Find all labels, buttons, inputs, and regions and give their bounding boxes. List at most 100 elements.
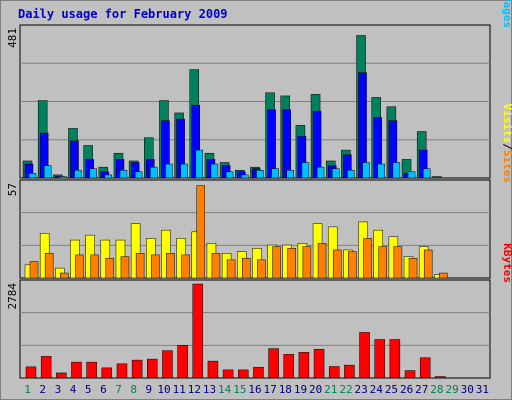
pages-bar bbox=[286, 170, 294, 179]
kbytes-bar bbox=[374, 339, 385, 379]
sites-bar bbox=[348, 251, 357, 279]
sites-bar bbox=[105, 257, 115, 279]
sites-bar bbox=[317, 243, 327, 279]
y-max-label: 2784 bbox=[6, 283, 19, 310]
day-label: 11 bbox=[173, 383, 186, 396]
day-label: 15 bbox=[233, 383, 246, 396]
sites-bar bbox=[257, 259, 266, 279]
day-label: 28 bbox=[430, 383, 443, 396]
sites-bar bbox=[242, 257, 251, 279]
pages-bar bbox=[89, 168, 97, 179]
kbytes-bar bbox=[147, 358, 158, 379]
kbytes-bar bbox=[253, 366, 264, 379]
hits-bar bbox=[432, 176, 442, 179]
pages-bar bbox=[28, 173, 37, 179]
sites-bar bbox=[44, 253, 54, 279]
day-label: 19 bbox=[294, 383, 307, 396]
legend: Visits/Sites bbox=[501, 104, 512, 184]
day-label: 6 bbox=[100, 383, 107, 396]
day-label: 23 bbox=[355, 383, 368, 396]
files-bar bbox=[358, 72, 367, 179]
kbytes-bar bbox=[419, 357, 431, 379]
day-label: 3 bbox=[55, 383, 62, 396]
pages-bar bbox=[241, 174, 249, 179]
day-label: 27 bbox=[415, 383, 428, 396]
pages-bar bbox=[119, 170, 128, 179]
day-label: 22 bbox=[339, 383, 352, 396]
kbytes-bar bbox=[328, 366, 340, 379]
legend-item: Visits bbox=[501, 104, 512, 144]
sites-bar bbox=[287, 248, 296, 279]
kbytes-bar bbox=[283, 354, 294, 379]
sites-bar bbox=[332, 249, 342, 279]
sites-bar bbox=[60, 272, 69, 279]
day-label: 26 bbox=[400, 383, 413, 396]
pages-bar bbox=[210, 163, 219, 179]
pages-bar bbox=[301, 162, 310, 179]
kbytes-bar bbox=[86, 361, 97, 379]
sites-bar bbox=[226, 259, 236, 279]
pages-bar bbox=[271, 168, 279, 179]
sites-bar bbox=[90, 254, 99, 279]
pages-bar bbox=[362, 162, 370, 179]
pages-bar bbox=[134, 171, 143, 179]
pages-bar bbox=[59, 176, 67, 179]
legend: Hits/Files/Pages bbox=[501, 0, 512, 28]
sites-bar bbox=[393, 246, 403, 279]
kbytes-bar bbox=[25, 366, 37, 379]
day-label: 18 bbox=[279, 383, 292, 396]
legend-item: KBytes bbox=[501, 243, 512, 283]
day-label: 16 bbox=[248, 383, 261, 396]
pages-bar bbox=[165, 163, 173, 179]
day-label: 20 bbox=[309, 383, 322, 396]
day-label: 17 bbox=[264, 383, 277, 396]
kbytes-bar bbox=[359, 332, 370, 379]
kbytes-bar bbox=[222, 369, 234, 379]
pages-bar bbox=[331, 168, 340, 179]
pages-bar bbox=[316, 166, 325, 179]
sites-bar bbox=[135, 253, 145, 279]
kbytes-bar bbox=[238, 369, 249, 379]
files-bar bbox=[267, 109, 276, 179]
kbytes-bar bbox=[162, 350, 173, 379]
kbytes-bar bbox=[40, 356, 52, 379]
kbytes-bar bbox=[101, 367, 113, 379]
pages-bar bbox=[180, 163, 188, 179]
kbytes-bar bbox=[192, 283, 204, 379]
sites-bar bbox=[211, 253, 221, 279]
kbytes-bar bbox=[71, 361, 82, 379]
kbytes-bar bbox=[298, 352, 310, 379]
day-label: 12 bbox=[188, 383, 201, 396]
day-label: 7 bbox=[115, 383, 122, 396]
day-label: 14 bbox=[218, 383, 232, 396]
pages-bar bbox=[195, 149, 204, 179]
pages-bar bbox=[407, 171, 416, 179]
day-label: 31 bbox=[476, 383, 489, 396]
day-label: 13 bbox=[203, 383, 216, 396]
sites-bar bbox=[408, 257, 418, 279]
sites-bar bbox=[302, 246, 312, 279]
day-label: 4 bbox=[70, 383, 77, 396]
kbytes-bar bbox=[435, 376, 446, 379]
kbytes-bar bbox=[131, 359, 143, 379]
kbytes-bar bbox=[56, 372, 67, 379]
pages-bar bbox=[377, 163, 385, 179]
day-label: 10 bbox=[157, 383, 170, 396]
kbytes-bar bbox=[344, 364, 355, 379]
pages-bar bbox=[392, 162, 401, 179]
pages-bar bbox=[225, 171, 234, 179]
sites-bar bbox=[181, 254, 190, 279]
day-label: 21 bbox=[324, 383, 337, 396]
day-label: 2 bbox=[39, 383, 46, 396]
sites-bar bbox=[378, 246, 387, 279]
sites-bar bbox=[120, 256, 130, 279]
day-label: 8 bbox=[130, 383, 137, 396]
sites-bar bbox=[166, 253, 175, 279]
day-label: 9 bbox=[146, 383, 153, 396]
legend: KBytes bbox=[501, 243, 512, 283]
visits-bar bbox=[130, 223, 141, 279]
legend-item: Sites bbox=[501, 150, 512, 183]
sites-bar bbox=[272, 246, 281, 279]
